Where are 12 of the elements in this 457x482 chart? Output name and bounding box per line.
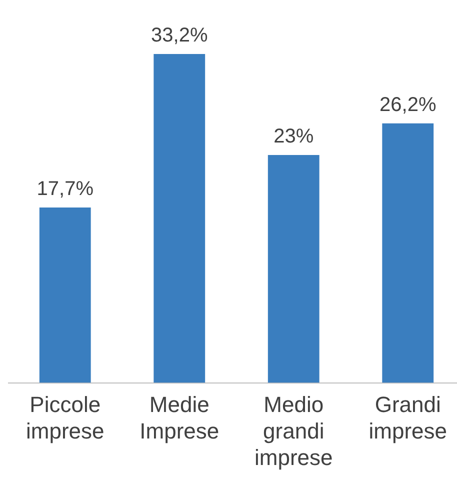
x-tick-label: Medie Imprese [140,392,220,444]
data-label: 26,2% [380,94,436,116]
bar [39,208,91,383]
x-tick-label: Grandi imprese [368,392,447,444]
data-label: 33,2% [151,24,208,47]
x-tick-label: Medio grandi imprese [254,392,333,470]
data-label: 23% [274,126,314,148]
bar [382,123,434,383]
bar [268,155,320,383]
data-label: 17,7% [36,178,94,200]
bar [154,54,206,383]
x-tick-label: Piccole imprese [26,392,104,444]
